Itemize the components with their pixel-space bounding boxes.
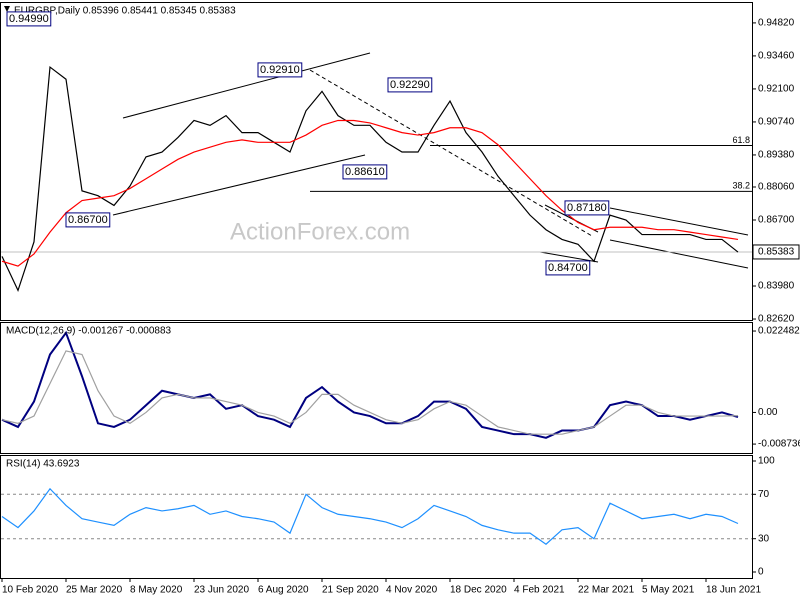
symbol-icon [4, 6, 10, 12]
price-annotation: 0.94990 [6, 11, 52, 27]
x-tick-label: 8 May 2020 [130, 585, 183, 596]
series-line [1, 65, 739, 293]
y-tick-label: 0.00 [758, 407, 778, 418]
annotation-label: 0.94990 [9, 13, 49, 25]
price-annotation: 0.87180 [564, 200, 610, 216]
y-tick-label: 0.88060 [758, 182, 795, 193]
series-line [1, 350, 739, 435]
y-tick-label: 0.93460 [758, 51, 795, 62]
y-tick-label: 0.86700 [758, 215, 795, 226]
annotation-label: 0.84700 [548, 262, 588, 274]
y-tick-label: 0 [758, 567, 764, 578]
price-annotation: 0.92290 [387, 77, 433, 93]
annotation-label: 0.92290 [390, 79, 430, 91]
series-line [1, 119, 739, 267]
channel-line [539, 251, 599, 263]
y-tick-label: -0.008736 [758, 439, 800, 450]
price-annotation: 0.86700 [65, 212, 111, 228]
x-tick-label: 4 Nov 2020 [386, 585, 438, 596]
watermark: ActionForex.com [230, 218, 410, 245]
x-tick-label: 21 Sep 2020 [322, 585, 379, 596]
panel-title: RSI(14) 43.6923 [6, 459, 80, 470]
annotation-box [65, 212, 111, 228]
trend-line [309, 69, 593, 237]
series-line [1, 330, 739, 439]
channel-line [609, 239, 749, 269]
annotation-box [564, 200, 610, 216]
panel-title: MACD(12,26,9) -0.001267 -0.000883 [6, 326, 172, 337]
y-tick-label: 100 [758, 456, 775, 467]
panel-frames [0, 2, 753, 579]
current-price-label: 0.85383 [758, 247, 795, 258]
annotation-label: 0.88610 [345, 166, 385, 178]
rsi-panel-frame [0, 455, 753, 579]
annotation-box [545, 260, 591, 276]
y-tick-label: 0.89380 [758, 150, 795, 161]
x-tick-label: 23 Jun 2020 [194, 585, 249, 596]
x-tick-label: 10 Feb 2020 [2, 585, 59, 596]
annotation-box [6, 11, 52, 27]
annotation-label: 0.92910 [260, 64, 300, 76]
price-annotation: 0.92910 [257, 62, 303, 78]
series-line [1, 487, 739, 546]
x-tick-label: 25 Mar 2020 [66, 585, 123, 596]
y-tick-label: 0.90740 [758, 117, 795, 128]
current-price-box [752, 244, 800, 260]
annotation-label: 0.87180 [567, 202, 607, 214]
macd-panel-frame [0, 322, 753, 454]
x-tick-label: 5 May 2021 [642, 585, 695, 596]
x-tick-label: 18 Jun 2021 [706, 585, 761, 596]
y-tick-label: 0.83980 [758, 281, 795, 292]
annotation-box [387, 77, 433, 93]
annotation-label: 0.86700 [68, 214, 108, 226]
price-annotation: 0.84700 [545, 260, 591, 276]
panel-title: EURGBP,Daily 0.85396 0.85441 0.85345 0.8… [14, 6, 236, 17]
y-tick-label: 70 [758, 489, 770, 500]
fib-label: 38.2 [732, 181, 750, 191]
channel-line [609, 207, 749, 236]
channel-line [122, 52, 371, 119]
price-annotation: 0.88610 [342, 164, 388, 180]
y-tick-label: 0.94820 [758, 18, 795, 29]
price-panel-frame [0, 2, 753, 321]
x-tick-label: 22 Mar 2021 [578, 585, 635, 596]
annotation-box [342, 164, 388, 180]
y-tick-label: 30 [758, 533, 770, 544]
y-tick-label: 0.022482 [758, 326, 800, 337]
y-tick-label: 0.82620 [758, 314, 795, 325]
y-tick-label: 0.92100 [758, 84, 795, 95]
x-tick-label: 18 Dec 2020 [450, 585, 507, 596]
x-tick-label: 6 Aug 2020 [258, 585, 309, 596]
fib-label: 61.8 [732, 135, 750, 145]
x-tick-label: 4 Feb 2021 [514, 585, 565, 596]
annotation-box [257, 62, 303, 78]
channel-line [112, 154, 366, 216]
